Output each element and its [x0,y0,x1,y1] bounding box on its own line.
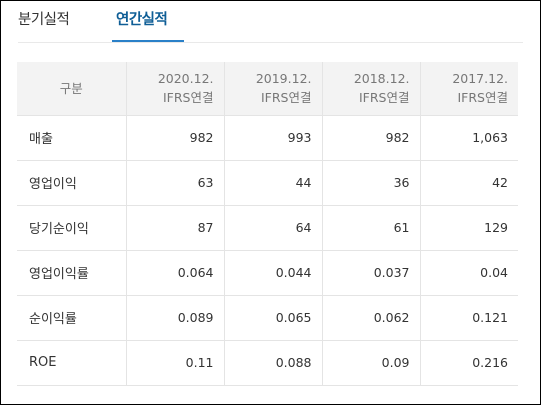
table-cell: 1,063 [420,114,518,160]
financial-table: 구분 2020.12. IFRS연결 2019.12. IFRS연결 2018.… [17,62,518,386]
row-label: 매출 [17,114,127,160]
table-cell: 982 [322,114,421,160]
table-row: 영업이익 63 44 36 42 [17,159,518,205]
active-tab-indicator [112,40,184,42]
table-cell: 0.064 [126,249,225,295]
column-standard: IFRS연결 [261,90,312,106]
column-header: 2018.12. IFRS연결 [322,62,421,115]
column-period: 2018.12. [353,71,410,87]
table-cell: 87 [126,204,225,250]
tab-quarterly[interactable]: 분기실적 [18,12,70,28]
table-row: ROE 0.11 0.088 0.09 0.216 [17,339,518,386]
column-header: 2017.12. IFRS연결 [420,62,518,115]
column-period: 2020.12. [157,71,214,87]
table-cell: 61 [322,204,421,250]
table-cell: 0.065 [224,294,323,340]
table-cell: 0.062 [322,294,421,340]
table-cell: 0.216 [420,339,518,386]
table-cell: 0.044 [224,249,323,295]
table-cell: 0.088 [224,339,323,386]
column-header-category: 구분 [17,62,127,115]
table-cell: 44 [224,159,323,205]
row-label: 순이익률 [17,294,127,340]
table-row: 영업이익률 0.064 0.044 0.037 0.04 [17,249,518,295]
table-cell: 0.089 [126,294,225,340]
column-period: 2017.12. [452,71,508,87]
table-cell: 129 [420,204,518,250]
table-row: 순이익률 0.089 0.065 0.062 0.121 [17,294,518,340]
table-header-row: 구분 2020.12. IFRS연결 2019.12. IFRS연결 2018.… [17,62,518,115]
table-cell: 0.04 [420,249,518,295]
tab-annual[interactable]: 연간실적 [116,12,168,28]
table-row: 매출 982 993 982 1,063 [17,114,518,160]
table-cell: 0.09 [322,339,421,386]
column-standard: IFRS연결 [163,90,214,106]
column-period: 2019.12. [255,71,312,87]
column-standard: IFRS연결 [457,90,509,106]
row-label: 당기순이익 [17,204,127,250]
table-cell: 0.121 [420,294,518,340]
tab-bar: 분기실적 연간실적 [1,1,540,43]
column-header: 2020.12. IFRS연결 [126,62,225,115]
table-row: 당기순이익 87 64 61 129 [17,204,518,250]
column-header: 2019.12. IFRS연결 [224,62,323,115]
table-cell: 63 [126,159,225,205]
table-cell: 0.037 [322,249,421,295]
table-cell: 0.11 [126,339,225,386]
table-cell: 64 [224,204,323,250]
column-standard: IFRS연결 [359,90,410,106]
row-label: ROE [17,339,127,386]
table-cell: 982 [126,114,225,160]
table-cell: 993 [224,114,323,160]
row-label: 영업이익 [17,159,127,205]
table-cell: 36 [322,159,421,205]
row-label: 영업이익률 [17,249,127,295]
table-cell: 42 [420,159,518,205]
tab-divider [18,42,523,43]
